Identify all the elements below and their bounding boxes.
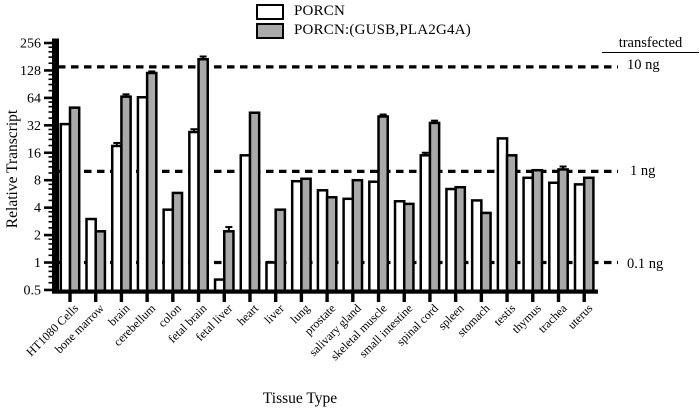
- x-tick-label-uterus: uterus: [565, 301, 596, 332]
- ref-label-1ng: 1 ng: [630, 163, 656, 179]
- bar-brain-porcn: [110, 144, 123, 293]
- legend-item-porcn: PORCN: [256, 2, 471, 21]
- legend: PORCN PORCN:(GUSB,PLA2G4A): [256, 2, 471, 40]
- bar-stomach-gusb: [480, 211, 492, 293]
- bar-HT1080-Cells-gusb: [68, 106, 81, 293]
- legend-item-gusb: PORCN:(GUSB,PLA2G4A): [256, 21, 471, 40]
- y-tick-label-128: 128: [20, 64, 41, 79]
- y-tick-label-4: 4: [34, 201, 41, 216]
- bar-skeletal-muscle-gusb: [377, 115, 389, 293]
- bar-spinal-cord-gusb: [428, 121, 441, 293]
- y-tick-label-8: 8: [34, 174, 41, 189]
- bar-trachea-gusb: [557, 168, 569, 293]
- x-tick-label-liver: liver: [261, 301, 286, 326]
- legend-label-gusb: PORCN:(GUSB,PLA2G4A): [294, 22, 471, 38]
- y-tick-label-256: 256: [20, 37, 41, 52]
- bar-cerebellum-gusb: [145, 71, 158, 293]
- y-tick-label-2: 2: [34, 229, 41, 244]
- bar-bone-marrow-gusb: [94, 230, 107, 293]
- bar-fetal-brain-gusb: [197, 57, 210, 293]
- bar-testis-porcn: [496, 137, 509, 293]
- x-axis-line: [52, 289, 598, 294]
- y-tick-label-16: 16: [27, 146, 41, 161]
- bar-cerebellum-porcn: [136, 96, 149, 293]
- bar-liver-gusb: [274, 208, 287, 293]
- bar-skeletal-muscle-porcn: [368, 180, 380, 293]
- x-tick-label-heart: heart: [234, 301, 261, 328]
- y-axis-line: [52, 38, 59, 294]
- bar-trachea-porcn: [548, 181, 560, 293]
- bar-prostate-porcn: [316, 189, 329, 293]
- bar-salivary-gland-gusb: [351, 178, 364, 293]
- bar-heart-porcn: [239, 154, 252, 293]
- y-tick-label-32: 32: [27, 119, 41, 134]
- x-tick-label-trachea: trachea: [535, 301, 570, 336]
- bar-thymus-porcn: [522, 176, 535, 293]
- y-tick-label-1: 1: [34, 256, 41, 271]
- legend-swatch-porcn: [256, 3, 284, 20]
- y-tick-label-0.5: 0.5: [24, 283, 42, 298]
- ref-label-01ng: 0.1 ng: [627, 256, 664, 272]
- bar-spleen-gusb: [454, 185, 467, 293]
- ref-label-10ng: 10 ng: [627, 57, 660, 73]
- bar-bone-marrow-porcn: [85, 217, 97, 293]
- bar-stomach-porcn: [470, 199, 483, 293]
- legend-label-porcn: PORCN: [294, 3, 346, 19]
- bar-fetal-liver-gusb: [223, 230, 235, 293]
- bar-uterus-gusb: [582, 176, 595, 293]
- bar-fetal-brain-porcn: [188, 130, 200, 293]
- y-tick-label-64: 64: [27, 91, 41, 106]
- bar-salivary-gland-porcn: [342, 197, 355, 293]
- x-tick-label-thymus: thymus: [509, 301, 544, 336]
- y-axis-title: Relative Transcript: [4, 109, 21, 229]
- transfected-header: transfected: [602, 35, 699, 53]
- bar-uterus-porcn: [573, 183, 586, 293]
- bar-colon-gusb: [171, 191, 184, 293]
- bar-lung-porcn: [290, 179, 303, 293]
- bar-spleen-porcn: [445, 187, 457, 293]
- bar-HT1080-Cells-porcn: [59, 122, 72, 293]
- legend-swatch-gusb: [256, 22, 284, 39]
- x-axis-title: Tissue Type: [262, 390, 338, 407]
- bar-testis-gusb: [505, 154, 518, 293]
- bar-lung-gusb: [300, 177, 312, 293]
- bar-colon-porcn: [162, 208, 175, 293]
- bar-spinal-cord-porcn: [419, 154, 432, 293]
- bar-brain-gusb: [120, 95, 132, 293]
- bar-thymus-gusb: [531, 168, 544, 293]
- bar-prostate-gusb: [325, 196, 338, 293]
- bar-small-intestine-porcn: [393, 200, 406, 293]
- bar-liver-porcn: [265, 261, 277, 293]
- bar-heart-gusb: [248, 111, 261, 293]
- bar-small-intestine-gusb: [402, 202, 415, 293]
